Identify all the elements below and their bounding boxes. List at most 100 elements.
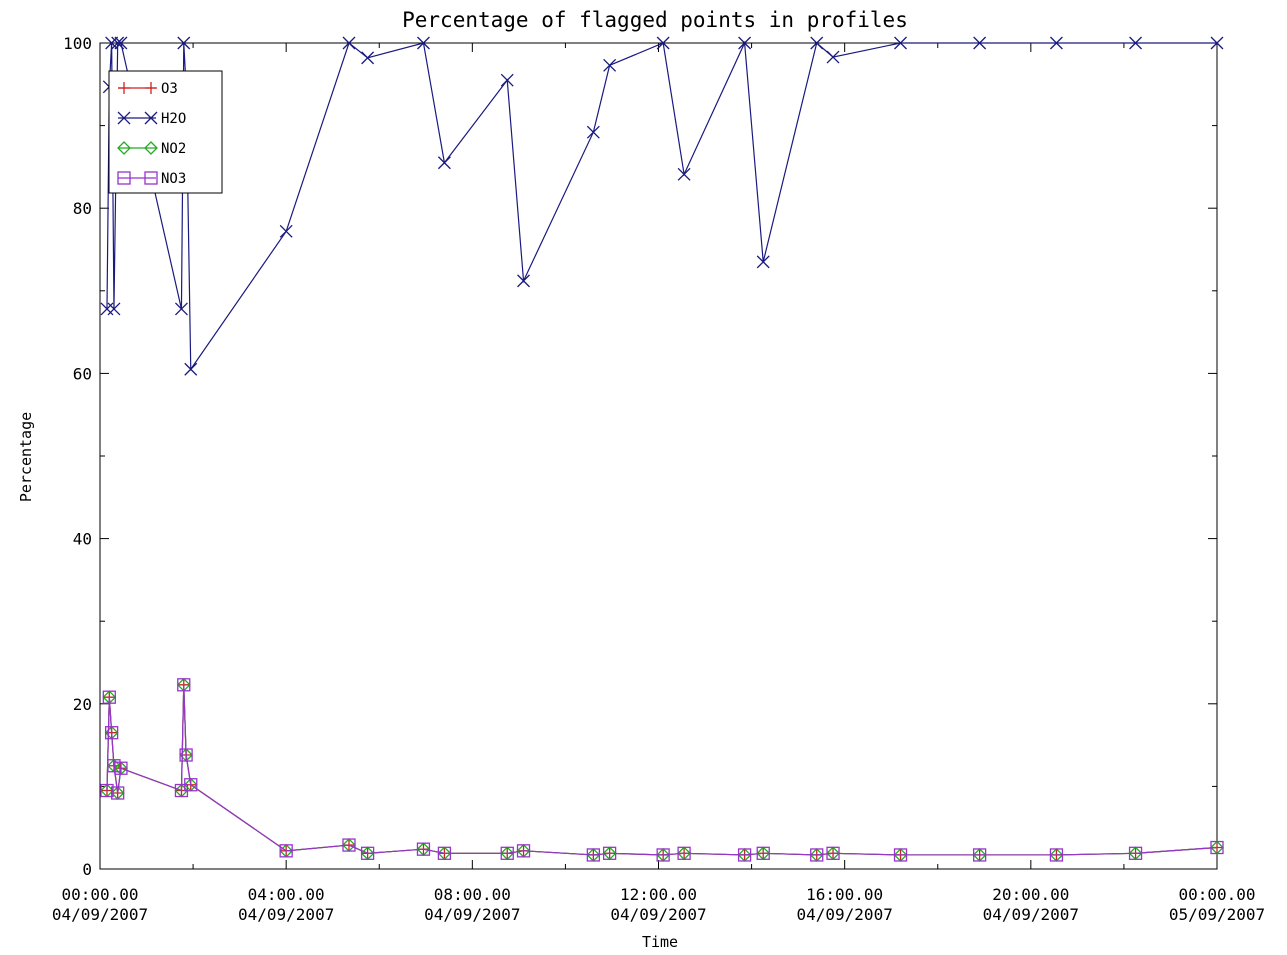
data-point-no3: [416, 842, 431, 856]
x-tick-time-label: 12:00.00: [620, 885, 697, 904]
data-point-h2o: [279, 224, 293, 238]
data-point-no3: [104, 726, 119, 740]
data-point-h2o: [826, 50, 840, 64]
x-tick-time-label: 16:00.00: [806, 885, 883, 904]
x-tick-date-label: 04/09/2007: [797, 905, 893, 924]
data-point-h2o: [603, 58, 617, 72]
data-point-no3: [656, 848, 670, 862]
legend-item-no2: NO2: [117, 141, 186, 157]
data-point-no3: [114, 761, 128, 775]
data-point-h2o: [973, 36, 987, 50]
legend-marker: [117, 141, 131, 155]
data-point-h2o: [586, 125, 600, 139]
data-point-no3: [360, 846, 375, 860]
legend-marker-glyph: [144, 171, 158, 185]
data-point-no3-glyph: [737, 848, 752, 862]
legend-marker-glyph: [117, 171, 131, 185]
data-point-no3: [826, 846, 840, 860]
data-point-no3: [586, 848, 600, 862]
legend-label: NO3: [161, 171, 186, 187]
data-point-no3-glyph: [1049, 848, 1064, 862]
data-point-no3-glyph: [179, 748, 193, 762]
data-point-h2o: [114, 36, 128, 50]
data-point-no3-glyph: [602, 846, 617, 860]
legend-marker: [117, 111, 131, 125]
x-axis-label: Time: [642, 933, 678, 951]
data-point-h2o: [417, 36, 430, 50]
data-point-h2o: [177, 36, 191, 50]
data-point-h2o-glyph: [114, 36, 128, 50]
data-point-no3-glyph: [111, 786, 125, 800]
data-point-h2o-glyph: [184, 362, 198, 376]
data-point-no3-glyph: [972, 848, 987, 862]
data-point-no3-glyph: [826, 846, 840, 860]
data-point-no3-glyph: [893, 848, 908, 862]
series-o3: [100, 678, 1223, 861]
data-point-no3-glyph: [102, 690, 116, 704]
data-point-h2o-glyph: [677, 167, 691, 181]
data-point-h2o: [1049, 36, 1063, 50]
data-point-no3-glyph: [677, 846, 691, 860]
data-point-no3: [677, 846, 691, 860]
data-point-h2o: [105, 36, 119, 50]
data-point-h2o-glyph: [603, 58, 617, 72]
data-point-no3-glyph: [656, 848, 670, 862]
data-point-no3: [500, 846, 514, 860]
x-tick-time-label: 20:00.00: [992, 885, 1069, 904]
data-point-no3: [972, 848, 987, 862]
data-point-no3: [602, 846, 617, 860]
plot-frame: [99, 42, 1218, 870]
x-tick-date-label: 04/09/2007: [983, 905, 1079, 924]
y-tick-label: 60: [73, 364, 92, 383]
data-point-h2o: [361, 51, 375, 65]
data-point-h2o-glyph: [810, 36, 824, 50]
data-point-no3-glyph: [100, 783, 114, 798]
x-tick-date-label: 05/09/2007: [1169, 905, 1265, 924]
y-tick-label: 100: [63, 34, 92, 53]
data-point-no3-glyph: [586, 848, 600, 862]
data-point-no3-glyph: [756, 846, 770, 860]
series-line-h2o: [106, 40, 1217, 372]
data-point-h2o-glyph: [342, 36, 356, 50]
data-point-no3: [184, 778, 198, 792]
data-point-h2o: [111, 36, 125, 50]
series-no2: [100, 677, 1224, 862]
data-point-no3: [111, 786, 125, 800]
data-point-h2o: [756, 255, 770, 269]
legend-marker-glyph: [117, 111, 131, 125]
data-point-h2o: [810, 36, 824, 50]
data-point-h2o: [107, 302, 121, 316]
data-point-no3: [516, 844, 531, 858]
data-point-h2o-glyph: [500, 73, 514, 87]
data-point-no3-glyph: [500, 846, 514, 860]
data-point-no3: [279, 844, 293, 858]
data-point-h2o-glyph: [973, 36, 987, 50]
data-point-h2o-glyph: [361, 51, 375, 65]
data-point-h2o: [437, 156, 451, 170]
data-point-h2o: [342, 36, 356, 50]
legend-box: [108, 70, 223, 194]
data-point-no3-glyph: [437, 846, 452, 860]
legend-marker: [145, 82, 157, 94]
data-point-no3: [1210, 840, 1224, 855]
legend-marker: [144, 111, 158, 125]
data-point-no3: [100, 783, 114, 798]
x-tick-time-label: 00:00.00: [1178, 885, 1255, 904]
legend: O3 H2O NO2 NO3: [108, 70, 223, 194]
legend-marker-glyph: [145, 82, 157, 94]
data-point-no3-glyph: [184, 778, 198, 792]
data-point-no3: [810, 848, 824, 862]
data-point-no3: [756, 846, 770, 860]
data-point-no3-glyph: [104, 726, 119, 740]
series-line-no2: [106, 684, 1218, 856]
y-tick-label: 80: [73, 199, 92, 218]
data-point-h2o: [184, 362, 198, 376]
data-point-no3: [179, 748, 193, 762]
data-point-h2o-glyph: [517, 274, 530, 288]
y-tick-label: 40: [73, 530, 92, 549]
data-point-no3-glyph: [279, 844, 293, 858]
data-point-no3: [107, 759, 121, 773]
data-point-h2o-glyph: [894, 36, 907, 50]
x-tick-time-label: 08:00.00: [434, 885, 511, 904]
legend-marker: [144, 141, 158, 155]
